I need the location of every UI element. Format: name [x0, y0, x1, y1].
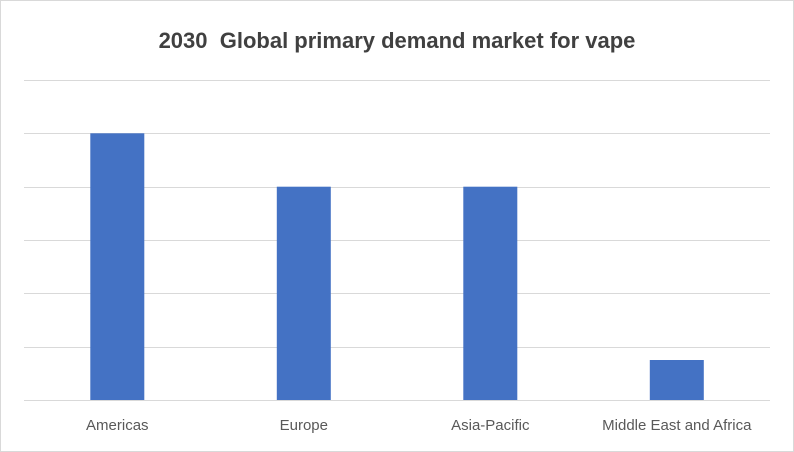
x-tick-label: Americas [86, 417, 149, 434]
chart-title: 2030 Global primary demand market for va… [158, 28, 636, 53]
x-tick-label: Europe [280, 417, 328, 434]
x-tick-label: Middle East and Africa [602, 417, 752, 434]
bar-europe [276, 186, 331, 400]
gridlines [24, 80, 770, 401]
bar-americas [90, 133, 145, 401]
bar-asia-pacific [463, 186, 518, 400]
bar-middle-east-and-africa [649, 360, 704, 400]
x-tick-label: Asia-Pacific [451, 417, 530, 434]
x-axis-labels: Americas Europe Asia-Pacific Middle East an… [86, 417, 752, 434]
bars [90, 133, 704, 401]
